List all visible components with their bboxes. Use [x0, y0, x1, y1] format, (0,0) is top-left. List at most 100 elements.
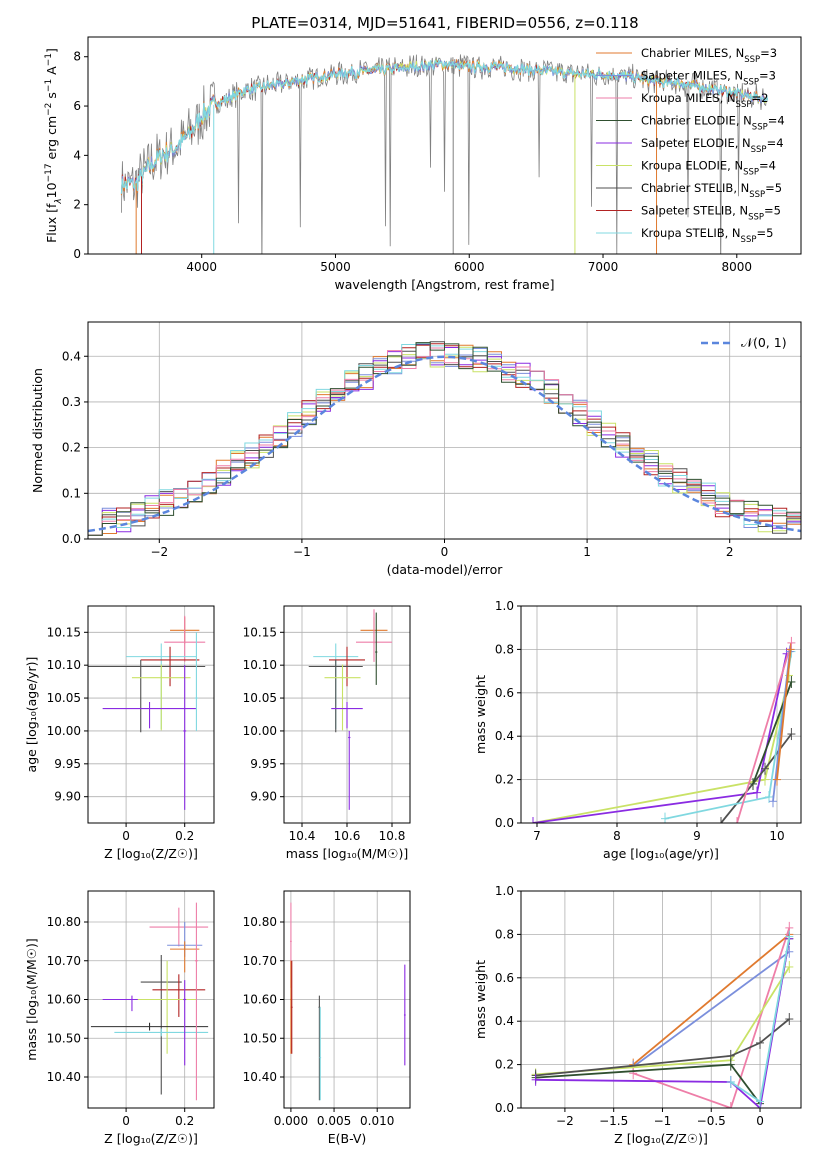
plot-area [88, 341, 801, 536]
x-tick-label: −1 [654, 1114, 672, 1128]
legend-label: 𝒩(0, 1) [741, 335, 787, 350]
y-tick-label: 0.6 [495, 971, 514, 985]
y-axis-label-part: −17 [44, 163, 54, 182]
y-tick-label: 10.05 [47, 691, 81, 705]
legend-entry: Kroupa ELODIE, NSSP=4 [641, 159, 776, 178]
x-tick-label: −0.5 [697, 1114, 726, 1128]
spectrum-line [120, 58, 769, 194]
y-tick-label: 10.15 [243, 625, 277, 639]
y-tick-label: 10.80 [243, 915, 277, 929]
plot-area [531, 921, 794, 1108]
legend-label: Salpeter STELIB, N [641, 204, 748, 218]
y-tick-label: 10.80 [47, 915, 81, 929]
y-tick-label: 6 [73, 99, 81, 113]
y-axis-label: Normed distribution [30, 368, 45, 493]
y-tick-label: 10.50 [243, 1031, 277, 1045]
y-axis-label-part: s [44, 92, 59, 103]
x-tick-label: 6000 [454, 260, 485, 274]
legend-suffix: =3 [759, 69, 776, 83]
legend-entry: Salpeter MILES, NSSP=3 [641, 69, 776, 88]
legend-subscript: SSP [752, 123, 768, 133]
y-tick-label: 9.90 [250, 790, 277, 804]
x-axis-label: E(B-V) [328, 1131, 367, 1146]
y-tick-label: 10.50 [47, 1031, 81, 1045]
spectrum-panel: 4000 5000 6000 7000 8000 0 2 4 6 8 wavelength [Ang… [44, 36, 802, 292]
y-axis-label-part: ] [44, 48, 59, 53]
x-tick-label: 8000 [722, 260, 753, 274]
legend-suffix: =4 [759, 159, 776, 173]
x-tick-label: 0 [441, 545, 449, 559]
mass-weight-line [664, 651, 793, 820]
legend-label: Chabrier MILES, N [641, 46, 744, 60]
y-tick-label: 0.2 [495, 773, 514, 787]
x-tick-label: 10 [769, 829, 784, 843]
plot-area [120, 54, 769, 254]
y-tick-label: 0.0 [495, 1101, 514, 1115]
y-tick-label: 10.15 [47, 625, 81, 639]
y-tick-label: 9.95 [54, 757, 81, 771]
legend-suffix: =5 [765, 181, 782, 195]
legend-entry: Salpeter STELIB, NSSP=5 [641, 204, 781, 223]
y-axis-label: mass [log₁₀(M/M☉)] [24, 938, 39, 1060]
x-tick-label: 7 [533, 829, 541, 843]
legend-entry: Salpeter ELODIE, NSSP=4 [641, 136, 784, 155]
y-tick-label: 8 [73, 50, 81, 64]
x-tick-label: 8 [613, 829, 621, 843]
legend-entry: Chabrier ELODIE, NSSP=4 [641, 114, 785, 133]
mass-weight-line [632, 933, 790, 1066]
legend-subscript: SSP [749, 190, 765, 200]
y-tick-label: 10.00 [243, 724, 277, 738]
x-tick-label: 2 [726, 545, 734, 559]
y-tick-label: 0.3 [62, 395, 81, 409]
plot-area [529, 636, 796, 823]
x-tick-label: 0.2 [175, 829, 194, 843]
axes-frame [87, 36, 802, 255]
y-tick-label: 0.2 [495, 1058, 514, 1072]
y-tick-label: 9.95 [250, 757, 277, 771]
plot-area [88, 615, 206, 810]
mass-weight-line [532, 653, 788, 823]
legend-suffix: =3 [760, 46, 777, 60]
x-tick-label: 0 [122, 1114, 130, 1128]
y-axis-label-part: A [44, 66, 59, 79]
legend-suffix: =5 [756, 226, 773, 240]
y-tick-label: 0.4 [495, 1014, 514, 1028]
legend-subscript: SSP [744, 55, 760, 65]
legend-suffix: =5 [764, 204, 781, 218]
age-vs-mass-panel: 10.4 10.6 10.8 9.90 9.95 10.00 10.05 10.10 10.15… [243, 605, 411, 861]
legend-entry: Chabrier MILES, NSSP=3 [641, 46, 777, 65]
x-tick-label: 0 [756, 1114, 764, 1128]
y-tick-label: 0.0 [62, 532, 81, 546]
y-tick-label: 10.60 [47, 993, 81, 1007]
legend-suffix: =2 [751, 91, 768, 105]
residual-histogram-panel: −2 −1 0 1 2 0.0 0.1 0.2 0.3 0.4 (data-model)/error… [30, 321, 802, 577]
axes-frame [520, 890, 802, 1109]
x-tick-label: 0.010 [360, 1114, 394, 1128]
x-tick-label: 0.005 [317, 1114, 351, 1128]
mass-weight-line [632, 927, 791, 1108]
y-axis-label: mass weight [473, 960, 488, 1039]
y-tick-label: 0.4 [62, 349, 81, 363]
x-axis-label: Z [log₁₀(Z/Z☉)] [104, 846, 198, 861]
y-tick-label: 1.0 [495, 884, 514, 898]
x-tick-label: 0 [122, 829, 130, 843]
x-tick-label: 7000 [588, 260, 619, 274]
legend-entry: Kroupa STELIB, NSSP=5 [641, 226, 773, 245]
x-tick-label: 0.000 [274, 1114, 308, 1128]
legend-label: Salpeter MILES, N [641, 69, 743, 83]
y-axis-label-part: −1 [44, 53, 54, 66]
mass-weight-vs-age-panel: 7 8 9 10 0.0 0.2 0.4 0.6 0.8 1.0 age [log₁₀(age/yr… [473, 599, 802, 861]
legend-label: Chabrier ELODIE, N [641, 114, 752, 128]
legend-subscript: SSP [736, 100, 752, 110]
mass-weight-vs-metallicity-panel: −2 −1.5 −1 −0.5 0 0.0 0.2 0.4 0.6 0.8 1.0 Z [log₁₀(… [473, 884, 802, 1146]
legend-label: Salpeter ELODIE, N [641, 136, 751, 150]
y-tick-label: 10.10 [47, 658, 81, 672]
x-axis-label: Z [log₁₀(Z/Z☉)] [614, 1131, 708, 1146]
axes-frame [520, 605, 802, 824]
legend-subscript: SSP [743, 78, 759, 88]
figure-title: PLATE=0314, MJD=51641, FIBERID=0556, z=0… [251, 14, 638, 32]
mass-weight-line [736, 642, 793, 823]
x-axis-label: Z [log₁₀(Z/Z☉)] [104, 1131, 198, 1146]
y-axis-label-part: λ [54, 198, 64, 204]
y-tick-label: 10.05 [243, 691, 277, 705]
